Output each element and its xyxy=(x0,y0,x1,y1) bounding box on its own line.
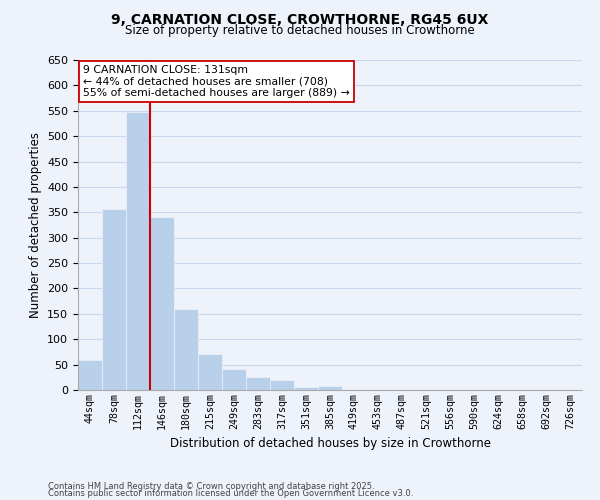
Bar xyxy=(246,378,270,390)
Bar xyxy=(270,380,294,390)
Text: Contains public sector information licensed under the Open Government Licence v3: Contains public sector information licen… xyxy=(48,489,413,498)
Text: Contains HM Land Registry data © Crown copyright and database right 2025.: Contains HM Land Registry data © Crown c… xyxy=(48,482,374,491)
Bar xyxy=(102,209,126,390)
Bar xyxy=(126,112,150,390)
Bar xyxy=(222,368,246,390)
X-axis label: Distribution of detached houses by size in Crowthorne: Distribution of detached houses by size … xyxy=(170,437,491,450)
Bar xyxy=(150,218,174,390)
Bar xyxy=(294,388,318,390)
Text: 9 CARNATION CLOSE: 131sqm
← 44% of detached houses are smaller (708)
55% of semi: 9 CARNATION CLOSE: 131sqm ← 44% of detac… xyxy=(83,65,350,98)
Bar xyxy=(198,354,222,390)
Bar xyxy=(318,386,342,390)
Bar xyxy=(78,360,102,390)
Text: 9, CARNATION CLOSE, CROWTHORNE, RG45 6UX: 9, CARNATION CLOSE, CROWTHORNE, RG45 6UX xyxy=(112,12,488,26)
Text: Size of property relative to detached houses in Crowthorne: Size of property relative to detached ho… xyxy=(125,24,475,37)
Bar xyxy=(174,309,198,390)
Y-axis label: Number of detached properties: Number of detached properties xyxy=(29,132,41,318)
